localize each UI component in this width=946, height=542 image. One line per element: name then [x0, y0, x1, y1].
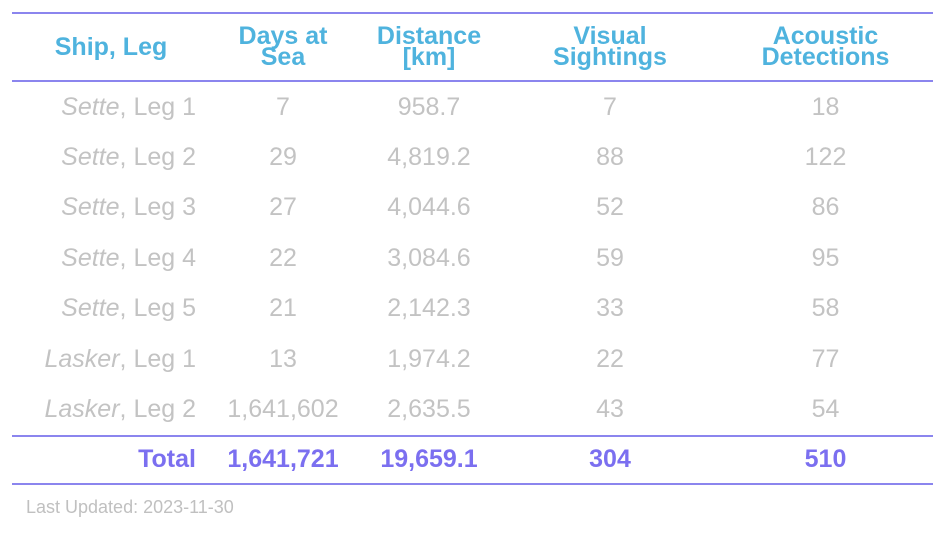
column-header-distance: Distance [km]: [356, 13, 502, 81]
table-row: Lasker, Leg 2 1,641,602 2,635.5 43 54: [12, 384, 933, 435]
leg-label: , Leg 4: [119, 243, 196, 272]
acoustic-detections-cell: 122: [804, 143, 847, 172]
column-header-days-at-sea: Days at Sea: [210, 13, 356, 81]
total-row: Total 1,641,721 19,659.1 304 510: [12, 435, 933, 484]
distance-cell: 4,044.6: [387, 193, 471, 222]
days-at-sea-cell: 27: [269, 193, 297, 222]
column-header-acoustic-line1: Acoustic: [772, 22, 879, 50]
column-header-days-line2: Sea: [260, 43, 306, 71]
column-header-ship-leg-text: Ship, Leg: [54, 32, 168, 61]
acoustic-detections-cell: 77: [811, 344, 840, 373]
distance-cell: 4,819.2: [387, 143, 471, 172]
table-row: Sette, Leg 3 27 4,044.6 52 86: [12, 183, 933, 233]
total-days-at-sea: 1,641,721: [227, 445, 339, 474]
ship-leg-cell: Lasker, Leg 2: [12, 384, 210, 435]
acoustic-detections-cell: 58: [811, 294, 840, 323]
days-at-sea-cell: 21: [269, 294, 297, 323]
distance-cell: 2,142.3: [387, 294, 471, 323]
ship-leg-cell: Lasker, Leg 1: [12, 334, 210, 384]
acoustic-detections-cell: 95: [811, 243, 840, 272]
ship-leg-cell: Sette, Leg 4: [12, 233, 210, 283]
column-header-distance-line1: Distance: [376, 22, 482, 50]
distance-cell: 1,974.2: [387, 344, 471, 373]
column-header-visual-line2: Sightings: [553, 43, 667, 71]
days-at-sea-cell: 29: [269, 143, 297, 172]
visual-sightings-cell: 22: [596, 344, 624, 373]
survey-summary-table: Ship, Leg Days at Sea Distance [km] Visu…: [12, 12, 933, 485]
days-at-sea-cell: 1,641,602: [227, 395, 339, 424]
leg-label: , Leg 1: [119, 344, 196, 373]
table-row: Sette, Leg 2 29 4,819.2 88 122: [12, 132, 933, 182]
ship-name: Sette: [61, 193, 120, 222]
table-row: Sette, Leg 5 21 2,142.3 33 58: [12, 284, 933, 334]
last-updated-note: Last Updated: 2023-11-30: [26, 497, 234, 517]
leg-label: , Leg 2: [119, 143, 196, 172]
acoustic-detections-cell: 54: [811, 395, 840, 424]
days-at-sea-cell: 22: [269, 243, 297, 272]
visual-sightings-cell: 43: [596, 395, 624, 424]
column-header-acoustic-detections: Acoustic Detections: [718, 13, 933, 81]
total-distance: 19,659.1: [380, 445, 478, 474]
ship-name: Sette: [61, 294, 120, 323]
ship-name: Sette: [61, 92, 120, 121]
ship-name: Sette: [61, 143, 120, 172]
leg-label: , Leg 5: [119, 294, 196, 323]
ship-name: Sette: [61, 243, 120, 272]
visual-sightings-cell: 52: [596, 193, 624, 222]
distance-cell: 2,635.5: [387, 395, 471, 424]
column-header-distance-line2: [km]: [402, 43, 456, 71]
days-at-sea-cell: 7: [276, 92, 290, 121]
ship-leg-cell: Sette, Leg 2: [12, 132, 210, 182]
acoustic-detections-cell: 18: [811, 92, 840, 121]
visual-sightings-cell: 88: [596, 143, 624, 172]
table-row: Lasker, Leg 1 13 1,974.2 22 77: [12, 334, 933, 384]
total-acoustic-detections: 510: [804, 445, 847, 474]
ship-leg-cell: Sette, Leg 5: [12, 284, 210, 334]
visual-sightings-cell: 7: [603, 92, 617, 121]
table-row: Sette, Leg 1 7 958.7 7 18: [12, 81, 933, 132]
table-body: Sette, Leg 1 7 958.7 7 18 Sette, Leg 2 2…: [12, 81, 933, 436]
days-at-sea-cell: 13: [269, 344, 297, 373]
leg-label: , Leg 1: [119, 92, 196, 121]
ship-leg-cell: Sette, Leg 1: [12, 81, 210, 132]
distance-cell: 3,084.6: [387, 243, 471, 272]
distance-cell: 958.7: [397, 92, 461, 121]
table-row: Sette, Leg 4 22 3,084.6 59 95: [12, 233, 933, 283]
total-label: Total: [138, 445, 196, 474]
column-header-acoustic-line2: Detections: [761, 43, 890, 71]
column-header-visual-line1: Visual: [573, 22, 647, 50]
ship-name: Lasker: [44, 344, 120, 373]
ship-leg-cell: Sette, Leg 3: [12, 183, 210, 233]
visual-sightings-cell: 59: [596, 243, 624, 272]
ship-name: Lasker: [44, 395, 120, 424]
column-header-days-line1: Days at: [238, 22, 328, 50]
column-header-ship-leg: Ship, Leg: [12, 13, 210, 81]
acoustic-detections-cell: 86: [811, 193, 840, 222]
visual-sightings-cell: 33: [596, 294, 624, 323]
header-row: Ship, Leg Days at Sea Distance [km] Visu…: [12, 13, 933, 81]
table-header: Ship, Leg Days at Sea Distance [km] Visu…: [12, 13, 933, 81]
column-header-visual-sightings: Visual Sightings: [502, 13, 718, 81]
leg-label: , Leg 2: [119, 395, 196, 424]
total-visual-sightings: 304: [589, 445, 631, 474]
leg-label: , Leg 3: [119, 193, 196, 222]
table-footer: Total 1,641,721 19,659.1 304 510: [12, 435, 933, 484]
